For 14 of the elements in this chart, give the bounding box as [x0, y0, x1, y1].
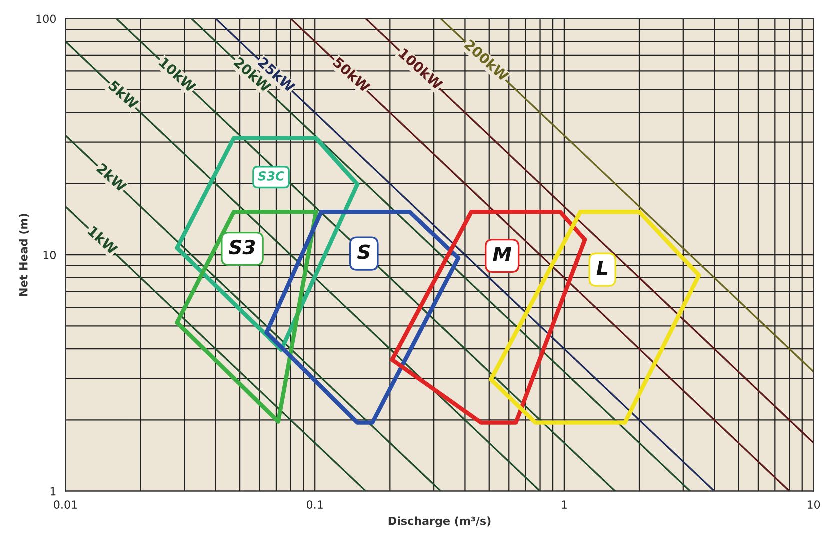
y-axis-title: Net Head (m) — [19, 214, 30, 296]
x-tick-label: 0.1 — [307, 500, 323, 509]
series-label: S3 — [229, 240, 256, 255]
y-tick-label: 100 — [36, 14, 56, 24]
series-label: S — [357, 244, 370, 260]
series-label: M — [493, 247, 512, 262]
y-tick-label: 1 — [50, 487, 56, 496]
y-tick-label: 10 — [44, 251, 56, 260]
series-label: L — [596, 261, 608, 276]
x-tick-label: 10 — [808, 500, 820, 509]
x-tick-label: 1 — [562, 500, 567, 509]
x-axis-title: Discharge (m³/s) — [388, 516, 491, 528]
x-tick-label: 0.01 — [54, 500, 78, 509]
text: S3C — [258, 171, 285, 181]
